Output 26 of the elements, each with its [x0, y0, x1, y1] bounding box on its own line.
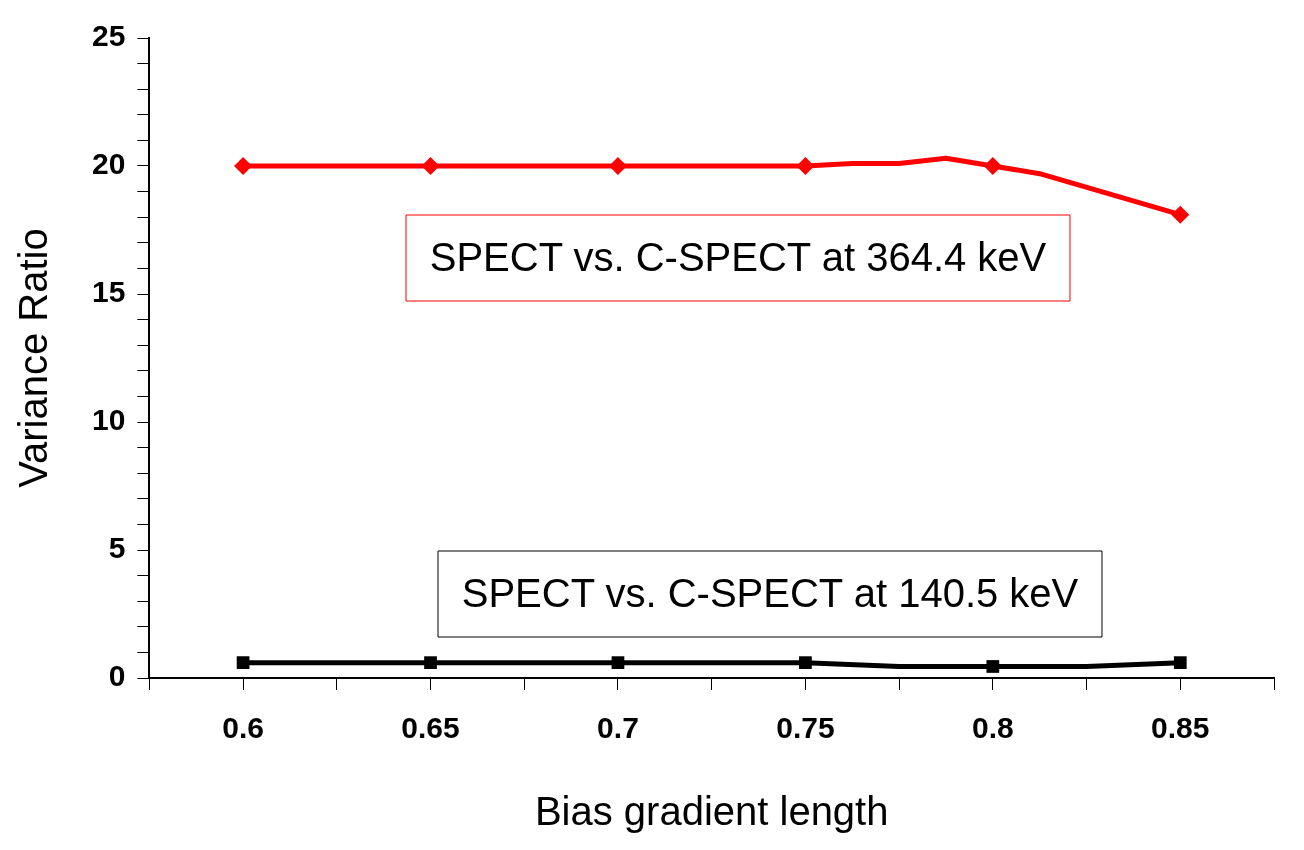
x-tick-label: 0.6	[222, 711, 264, 745]
point	[1173, 656, 1187, 669]
y-tick-label: 25	[91, 19, 126, 53]
point	[421, 157, 440, 175]
y-tick-label: 20	[91, 147, 126, 181]
point	[983, 157, 1002, 175]
point	[799, 656, 812, 669]
x-axis-title: Bias gradient length	[534, 789, 889, 834]
x-tick-label: 0.8	[971, 711, 1014, 745]
point	[424, 656, 437, 669]
y-tick-label: 10	[91, 403, 126, 437]
point	[986, 660, 1000, 673]
y-tick-label: 5	[108, 531, 126, 565]
point	[1171, 205, 1190, 224]
series-label: SPECT vs. C-SPECT at 364.4 keV	[429, 235, 1047, 280]
series-label: SPECT vs. C-SPECT at 140.5 keV	[461, 571, 1079, 616]
x-tick-label: 0.65	[401, 711, 460, 745]
y-tick-label: 0	[108, 659, 126, 693]
x-tick-label: 0.7	[597, 711, 639, 745]
x-tick-label: 0.75	[776, 711, 835, 745]
x-tick-label: 0.85	[1151, 711, 1210, 745]
point	[236, 656, 250, 669]
point	[611, 656, 625, 669]
y-axis-title: Variance Ratio	[11, 228, 56, 488]
point	[796, 157, 815, 175]
y-tick-label: 15	[91, 275, 126, 309]
